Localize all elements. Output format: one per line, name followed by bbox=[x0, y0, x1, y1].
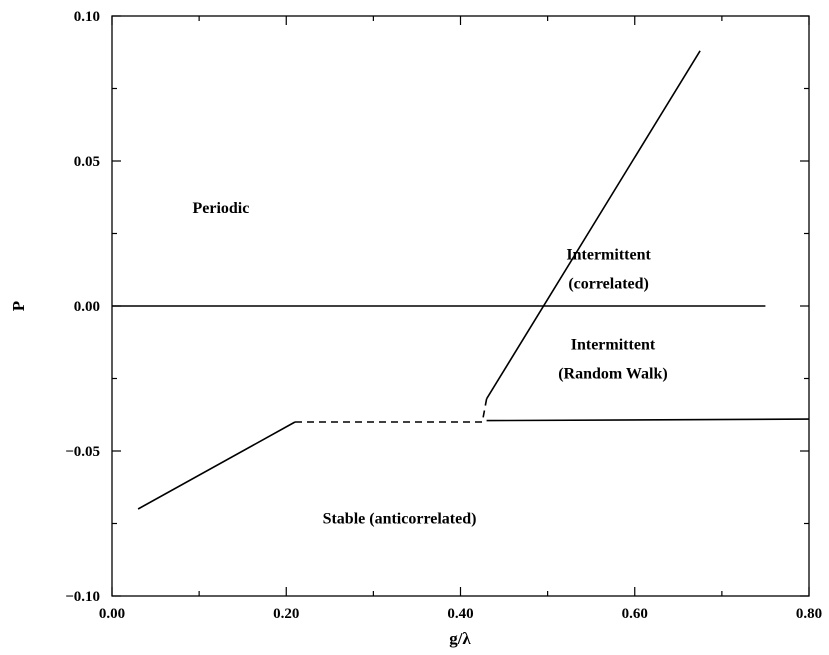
y-tick-label: 0.10 bbox=[74, 9, 100, 25]
x-tick-label: 0.20 bbox=[273, 606, 299, 622]
x-axis-title: g/λ bbox=[449, 629, 471, 648]
series-line-1 bbox=[137, 421, 296, 510]
region-label: Periodic bbox=[192, 200, 249, 217]
x-tick-label: 0.00 bbox=[99, 606, 125, 622]
y-axis-title: P bbox=[9, 301, 28, 311]
x-tick-label: 0.40 bbox=[447, 606, 473, 622]
region-label: Intermittent bbox=[566, 247, 651, 264]
y-tick-label: −0.05 bbox=[65, 444, 100, 460]
region-label: Stable (anticorrelated) bbox=[323, 511, 477, 528]
region-label: (correlated) bbox=[568, 276, 649, 293]
axis-ticks bbox=[111, 15, 810, 597]
series-line-2 bbox=[295, 398, 488, 423]
y-tick-label: 0.00 bbox=[74, 299, 100, 315]
region-label: Intermittent bbox=[571, 337, 656, 354]
data-series bbox=[112, 50, 810, 510]
y-tick-label: −0.10 bbox=[65, 589, 100, 605]
series-line-3 bbox=[485, 50, 701, 400]
region-annotations: Periodic Intermittent (correlated) Intermit… bbox=[192, 200, 667, 527]
region-label: (Random Walk) bbox=[558, 366, 668, 383]
axis-tick-labels: 0.00 0.20 0.40 0.60 0.80 −0.10 −0.05 0.00 0.05 0.… bbox=[65, 9, 822, 622]
y-tick-label: 0.05 bbox=[74, 154, 100, 170]
x-tick-label: 0.80 bbox=[796, 606, 822, 622]
x-tick-label: 0.60 bbox=[622, 606, 648, 622]
series-line-5 bbox=[486, 418, 810, 422]
